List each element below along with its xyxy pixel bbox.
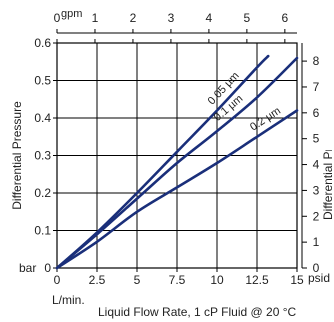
y-tick-label: 0.5 (34, 74, 51, 88)
x2-axis-unit: gpm (61, 8, 82, 20)
y-tick-label: 0 (44, 261, 51, 275)
x-axis-title: Liquid Flow Rate, 1 cP Fluid @ 20 °C (98, 305, 297, 319)
y2-tick-label: 2 (313, 209, 320, 223)
series-line (55, 109, 299, 270)
x-tick-label: 2.5 (89, 273, 106, 287)
x-tick-label: 12.5 (245, 273, 269, 287)
x2-tick-label: 4 (206, 11, 213, 25)
series-line (55, 54, 270, 270)
y2-tick-label: 4 (313, 158, 320, 172)
x-tick-label: 10 (210, 273, 224, 287)
x-tick-label: 15 (290, 273, 304, 287)
series-line (55, 56, 299, 270)
y2-tick-label: 5 (313, 132, 320, 146)
x2-tick-label: 3 (168, 11, 175, 25)
x-tick-label: 5 (134, 273, 141, 287)
y-axis-unit: bar (19, 261, 36, 275)
x2-tick-label: 6 (282, 11, 289, 25)
y-tick-label: 0.6 (34, 36, 51, 50)
y-tick-label: 0.4 (34, 111, 51, 125)
gridlines (57, 43, 297, 268)
y2-axis-title: Differential Pressure (321, 111, 334, 220)
x2-tick-label: 1 (92, 11, 99, 25)
y2-tick-label: 6 (313, 106, 320, 120)
y2-tick-label: 8 (313, 54, 320, 68)
y2-axis-unit: psid (308, 271, 330, 285)
y2-tick-label: 1 (313, 235, 320, 249)
x-axis-unit: L/min. (52, 293, 85, 307)
y2-tick-label: 3 (313, 183, 320, 197)
x-tick-label: 7.5 (169, 273, 186, 287)
y2-tick-label: 7 (313, 80, 320, 94)
x-tick-label: 0 (54, 273, 61, 287)
y-axis-title: Differential Pressure (10, 101, 24, 210)
series-label: 0.2 µm (248, 105, 283, 134)
y-tick-label: 0.2 (34, 186, 51, 200)
x2-tick-label: 2 (130, 11, 137, 25)
y2-axis-title-clip: Differential Pressure (321, 111, 334, 220)
y-tick-label: 0.1 (34, 224, 51, 238)
y2-tick-label: 0 (313, 261, 320, 275)
y-tick-label: 0.3 (34, 149, 51, 163)
x2-tick-label: 0 (54, 11, 61, 25)
x2-tick-label: 5 (244, 11, 251, 25)
